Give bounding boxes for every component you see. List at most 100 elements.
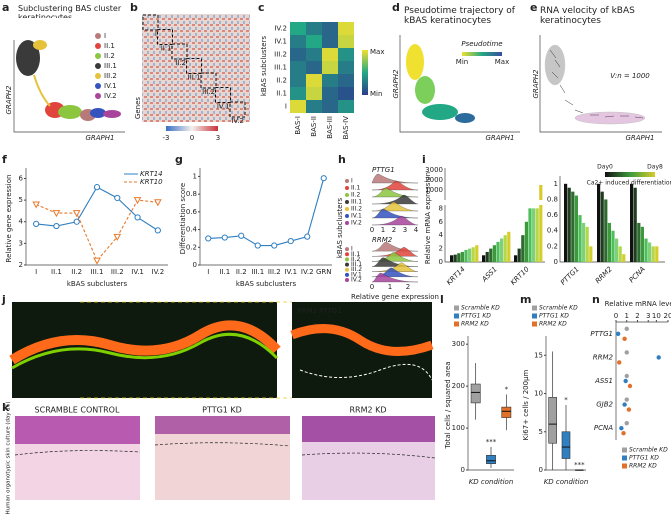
legend-label: RRM2 KD bbox=[629, 463, 657, 470]
histology-k bbox=[14, 416, 436, 500]
label: kBAS subclusters bbox=[336, 198, 344, 259]
label: Pseudotime bbox=[461, 40, 502, 48]
bar bbox=[600, 191, 604, 262]
legend-label: IV.2 bbox=[351, 277, 362, 284]
y-tick-label: 3 bbox=[19, 239, 23, 247]
bar bbox=[644, 238, 648, 262]
pseudotime-d bbox=[399, 35, 520, 133]
label: V:n = 1000 bbox=[610, 72, 650, 80]
heat-cell bbox=[290, 74, 306, 87]
legend-label: III.2 bbox=[104, 72, 117, 80]
marker bbox=[73, 218, 80, 225]
cluster-box bbox=[142, 14, 159, 31]
dot bbox=[624, 421, 629, 426]
legend-dot bbox=[345, 214, 349, 218]
bar bbox=[655, 246, 659, 262]
x-tick-label: ASS1 bbox=[480, 265, 499, 284]
box bbox=[548, 397, 557, 444]
bar bbox=[514, 255, 518, 262]
y-tick-label: 15 bbox=[534, 351, 543, 359]
y-tick-label: 1 bbox=[554, 180, 558, 188]
x-tick-label: 3 bbox=[403, 226, 407, 234]
y-tick-label: 6 bbox=[439, 218, 444, 226]
bar bbox=[589, 246, 593, 262]
heat-cell bbox=[306, 48, 322, 61]
x-tick-label: 2 bbox=[635, 312, 639, 320]
legend-label: I bbox=[351, 178, 353, 185]
marker bbox=[254, 242, 261, 249]
bar bbox=[450, 255, 454, 262]
title: RNA velocity of kBAS keratinocytes bbox=[540, 6, 635, 26]
legend-label: I bbox=[104, 32, 106, 40]
heat-cell bbox=[290, 35, 306, 48]
legend-swatch bbox=[532, 305, 537, 311]
label: kBAS subclusters bbox=[260, 36, 268, 97]
legend-label: KRT14 bbox=[140, 170, 163, 178]
bar bbox=[539, 185, 543, 262]
label: Relative gene expression bbox=[351, 293, 439, 301]
label: Genes bbox=[134, 97, 142, 119]
label: Min bbox=[370, 90, 382, 98]
legend-swatch bbox=[454, 313, 459, 319]
bar bbox=[585, 226, 589, 262]
y-tick-label: 1 bbox=[193, 172, 197, 180]
label: II.2 bbox=[276, 77, 287, 85]
x-tick-label: I bbox=[207, 268, 209, 276]
x-tick-label: 0 bbox=[614, 312, 618, 320]
x-tick-label: 0 bbox=[370, 283, 374, 291]
y-tick-label: 200 bbox=[452, 382, 465, 390]
stain-label: RRM2 bbox=[297, 307, 317, 315]
significance: * bbox=[505, 386, 509, 394]
legend-dot bbox=[345, 278, 349, 282]
y-tick-label: 0 bbox=[554, 258, 558, 266]
micrograph-j bbox=[9, 301, 434, 399]
label: BAS-III bbox=[326, 116, 334, 139]
label: III.1 bbox=[274, 64, 287, 72]
gene-label: PTTG1 bbox=[372, 166, 395, 174]
panel-letter: c bbox=[258, 1, 265, 14]
dot bbox=[626, 407, 632, 412]
heat-cell bbox=[338, 74, 354, 87]
dot bbox=[624, 350, 629, 355]
block-label: IV.2 bbox=[231, 117, 244, 125]
bar bbox=[578, 215, 582, 262]
y-axis-label: Ki67+ cells / 200µm bbox=[522, 369, 530, 440]
legend-dot bbox=[345, 272, 349, 277]
bar bbox=[492, 245, 496, 262]
x-axis-label: KD condition bbox=[544, 478, 589, 486]
legend-dot bbox=[345, 262, 349, 267]
gene-label: GJB2 bbox=[596, 401, 613, 409]
ridge bbox=[371, 272, 419, 283]
heat-cell bbox=[338, 22, 354, 35]
gene-label: RRM2 bbox=[372, 236, 393, 244]
bar bbox=[630, 183, 634, 262]
bar bbox=[503, 235, 507, 262]
marker bbox=[238, 232, 245, 239]
legend-label: PTTG1 KD bbox=[461, 313, 491, 320]
legend-label: IV.2 bbox=[351, 220, 362, 227]
legend-label: III.2 bbox=[351, 206, 362, 213]
marker bbox=[72, 210, 81, 218]
marker bbox=[113, 233, 122, 241]
significance: * bbox=[564, 396, 568, 404]
bar bbox=[521, 235, 525, 262]
heat-cell bbox=[306, 22, 322, 35]
label: BAS-IV bbox=[342, 116, 350, 140]
legend-dot bbox=[95, 73, 101, 79]
y-axis-label: Differentiation score bbox=[179, 183, 187, 254]
bar bbox=[604, 199, 608, 262]
axis-title: Relative mRNA levels bbox=[605, 300, 671, 308]
title-text: Pseudotime trajectory of kBAS keratinocy… bbox=[404, 6, 515, 27]
panel-letter: b bbox=[130, 1, 138, 14]
heat-cell bbox=[290, 48, 306, 61]
legend-dot bbox=[95, 63, 101, 69]
ridge bbox=[371, 247, 419, 257]
cluster-box bbox=[157, 29, 173, 45]
legend-label: II.1 bbox=[351, 185, 360, 192]
panel-letter: a bbox=[2, 1, 9, 14]
heat-cell bbox=[306, 35, 322, 48]
bar bbox=[615, 238, 619, 262]
colorbar bbox=[362, 50, 368, 95]
ridge bbox=[371, 180, 419, 191]
block-label: III.2 bbox=[202, 88, 215, 96]
